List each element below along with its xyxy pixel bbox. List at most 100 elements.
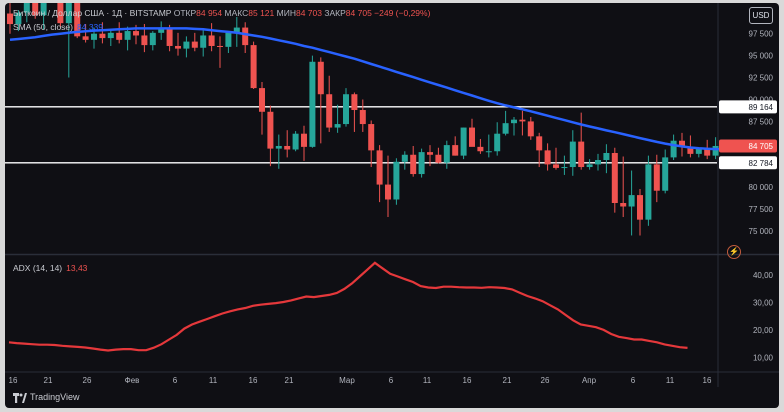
price-axis-label: 97 500 [749,30,774,39]
candle-body [611,153,618,203]
candle-body [343,94,349,125]
time-axis-label: Апр [582,376,597,385]
high-label: МАКС [224,8,249,18]
adx-legend[interactable]: ADX (14, 14) 13,43 [13,263,87,273]
candle-body [217,45,223,47]
candle-body [502,123,509,134]
time-axis-label: Мар [339,376,355,385]
candle-body [712,145,719,156]
candle-body [519,119,526,122]
candle-body [460,127,467,156]
tradingview-logo[interactable]: TradingView [13,392,80,403]
candle-body [23,3,30,13]
change-value: −249 (−0,29%) [374,8,431,18]
time-axis-label: Фев [125,376,140,385]
time-axis-label: 6 [631,376,636,385]
currency-button[interactable]: USD [749,7,773,24]
candle-body [259,88,265,112]
candle-body [284,145,291,150]
symbol-title[interactable]: Биткоин / Доллар США · 1Д · BITSTAMP [13,8,172,18]
candle-body [65,3,72,24]
candle-body [82,36,89,40]
candle-body [443,145,450,163]
candle-body [359,110,366,125]
candle-body [527,121,534,137]
candle-body [628,195,635,207]
candle-body [124,31,131,40]
candle-body [485,151,492,153]
candle-body [334,124,341,128]
open-value: 84 954 [196,8,223,18]
candle-body [309,61,316,147]
candle-body [376,150,383,185]
open-label: ОТКР [173,8,197,18]
candle-body [511,119,517,124]
lightning-icon[interactable]: ⚡ [727,245,741,259]
candle-body [15,12,22,25]
close-label: ЗАКР [324,8,346,18]
candle-body [595,160,601,165]
sma-legend-label: SMA (50, close) [13,22,73,32]
candle-body [233,27,240,33]
time-axis-label: 16 [249,376,258,385]
candle-body [242,27,249,46]
candle-body [586,164,593,168]
adx-line [8,261,688,352]
candle-body [99,33,106,39]
candle-body [107,32,114,39]
low-value: 84 703 [295,8,322,18]
lower_line-badge [719,156,777,170]
adx-legend-value: 13,43 [66,263,88,273]
candle-body [410,154,417,175]
current-badge-label: 84 705 [749,142,774,151]
candle-body [91,33,97,40]
time-axis-label: 26 [541,376,550,385]
price-axis-label: 90 000 [749,95,774,104]
price-axis-label: 87 500 [749,117,774,126]
adx-axis-label: 40,00 [753,271,774,280]
candle-body [653,164,660,191]
adx-axis-label: 30,00 [753,299,774,308]
candle-body [561,167,568,169]
candle-body [317,61,324,95]
candle-body [141,35,148,46]
candle-body [7,13,13,25]
candle-body [32,3,39,16]
sma-legend[interactable]: SMA (50, close) 84 339 [13,22,103,32]
candle-body [292,133,299,150]
symbol-header: Биткоин / Доллар США · 1Д · BITSTAMP ОТК… [13,8,430,18]
current-badge [719,139,777,153]
time-axis-label: 11 [209,376,218,385]
candle-body [401,154,408,162]
candle-body [275,145,282,149]
candle-body [452,145,459,156]
candle-body [704,148,711,156]
candle-body [603,153,610,161]
candle-body [435,154,442,163]
candle-body [191,41,198,48]
candle-body [662,157,669,191]
candle-body [225,32,232,47]
close-value: 84 705 [345,8,372,18]
time-axis-label: 26 [83,376,92,385]
tradingview-icon [13,392,27,403]
candle-body [687,146,694,154]
time-axis-label: 21 [44,376,53,385]
upper_line-badge-label: 89 164 [749,103,774,112]
candle-body [57,3,64,24]
candle-body [200,35,207,48]
time-axis-label: 6 [173,376,178,385]
time-axis-label: 16 [703,376,712,385]
candle-body [469,127,475,147]
candle-body [158,28,165,33]
candle-body [553,164,559,168]
candle-body [695,148,702,154]
candle-body [351,94,358,111]
time-axis-label: 21 [285,376,294,385]
adx-legend-label: ADX (14, 14) [13,263,63,273]
candle-body [670,140,677,158]
time-axis-label: 11 [666,376,675,385]
candle-body [166,28,173,46]
lower_line-badge-label: 82 784 [749,159,774,168]
